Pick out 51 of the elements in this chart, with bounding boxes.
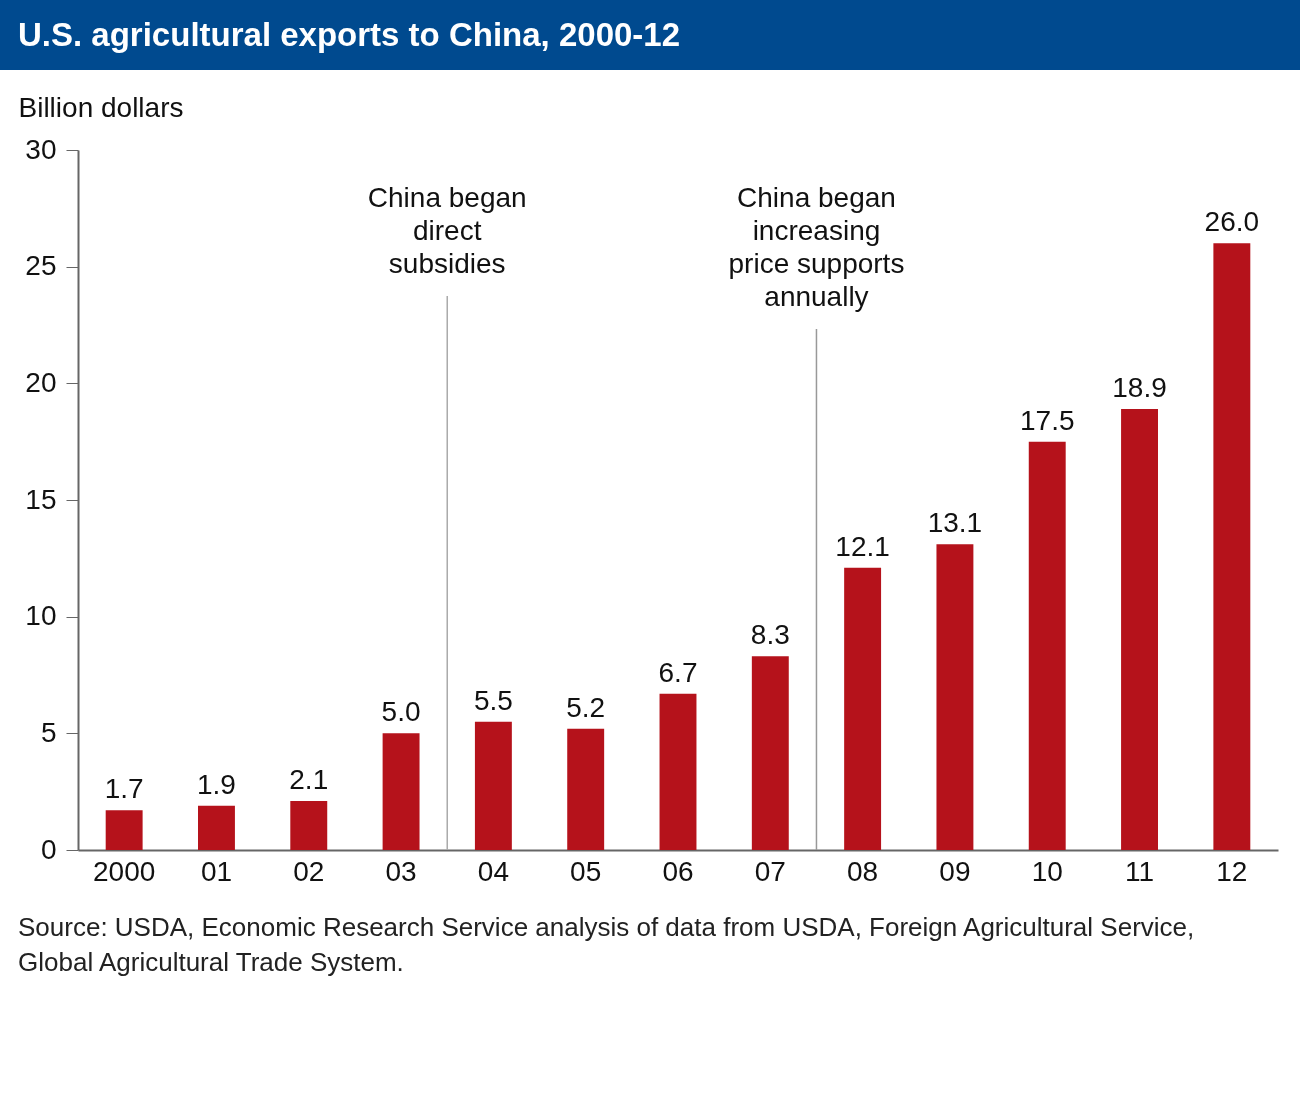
bar — [198, 805, 235, 850]
ref-line-label: China began increasing price supports annually — [728, 182, 905, 312]
x-tick-label: 02 — [293, 855, 325, 887]
bar — [936, 544, 974, 850]
y-tick-label: 20 — [25, 366, 57, 398]
bar — [1028, 441, 1066, 850]
data-label: 13.1 — [927, 507, 983, 539]
data-label: 26.0 — [1204, 206, 1260, 238]
x-tick-label: 09 — [939, 855, 971, 887]
source-note: Source: USDA, Economic Research Service analysis of data from USDA, Foreign Agricultural Service, Global Agricultural Trade System. — [18, 911, 1196, 979]
y-tick-label: 0 — [40, 833, 57, 865]
x-tick-label: 11 — [1125, 855, 1155, 887]
x-tick-label: 01 — [200, 855, 233, 887]
bar — [1213, 243, 1251, 850]
x-tick-label: 07 — [754, 855, 786, 887]
ref-line-label: China began direct subsidies — [367, 182, 527, 279]
x-tick-label: 08 — [847, 855, 879, 887]
bar — [567, 728, 605, 850]
bar — [1121, 409, 1158, 850]
x-tick-label: 05 — [570, 855, 602, 887]
y-axis-title: Billion dollars — [18, 91, 184, 123]
bar — [382, 733, 420, 850]
data-label: 6.7 — [658, 656, 698, 688]
data-label: 1.7 — [104, 773, 144, 805]
bar — [105, 810, 143, 850]
y-tick-label: 5 — [40, 716, 57, 748]
data-label: 5.5 — [473, 684, 513, 716]
x-tick-label: 04 — [477, 855, 509, 887]
data-label: 12.1 — [835, 530, 890, 562]
bar — [659, 693, 697, 850]
x-tick-label: 06 — [662, 855, 694, 887]
x-tick-label: 12 — [1216, 855, 1248, 887]
chart-title: U.S. agricultural exports to China, 2000-12 — [0, 0, 1300, 70]
data-label: 17.5 — [1019, 404, 1075, 436]
y-tick-label: 15 — [25, 483, 57, 515]
data-label: 5.0 — [381, 696, 421, 728]
bar — [844, 567, 882, 850]
data-label: 2.1 — [289, 764, 329, 795]
x-tick-label: 2000 — [93, 855, 156, 887]
data-label: 5.2 — [566, 691, 606, 723]
y-tick-label: 25 — [25, 250, 57, 282]
bar — [290, 801, 328, 850]
x-tick-label: 03 — [385, 855, 417, 887]
bar — [751, 656, 789, 850]
x-tick-label: 10 — [1031, 855, 1063, 887]
data-label: 1.9 — [196, 768, 236, 800]
y-tick-label: 10 — [25, 600, 57, 632]
bar — [474, 721, 512, 850]
data-label: 18.9 — [1112, 372, 1167, 403]
y-tick-label: 30 — [25, 133, 57, 165]
data-label: 8.3 — [750, 619, 790, 651]
